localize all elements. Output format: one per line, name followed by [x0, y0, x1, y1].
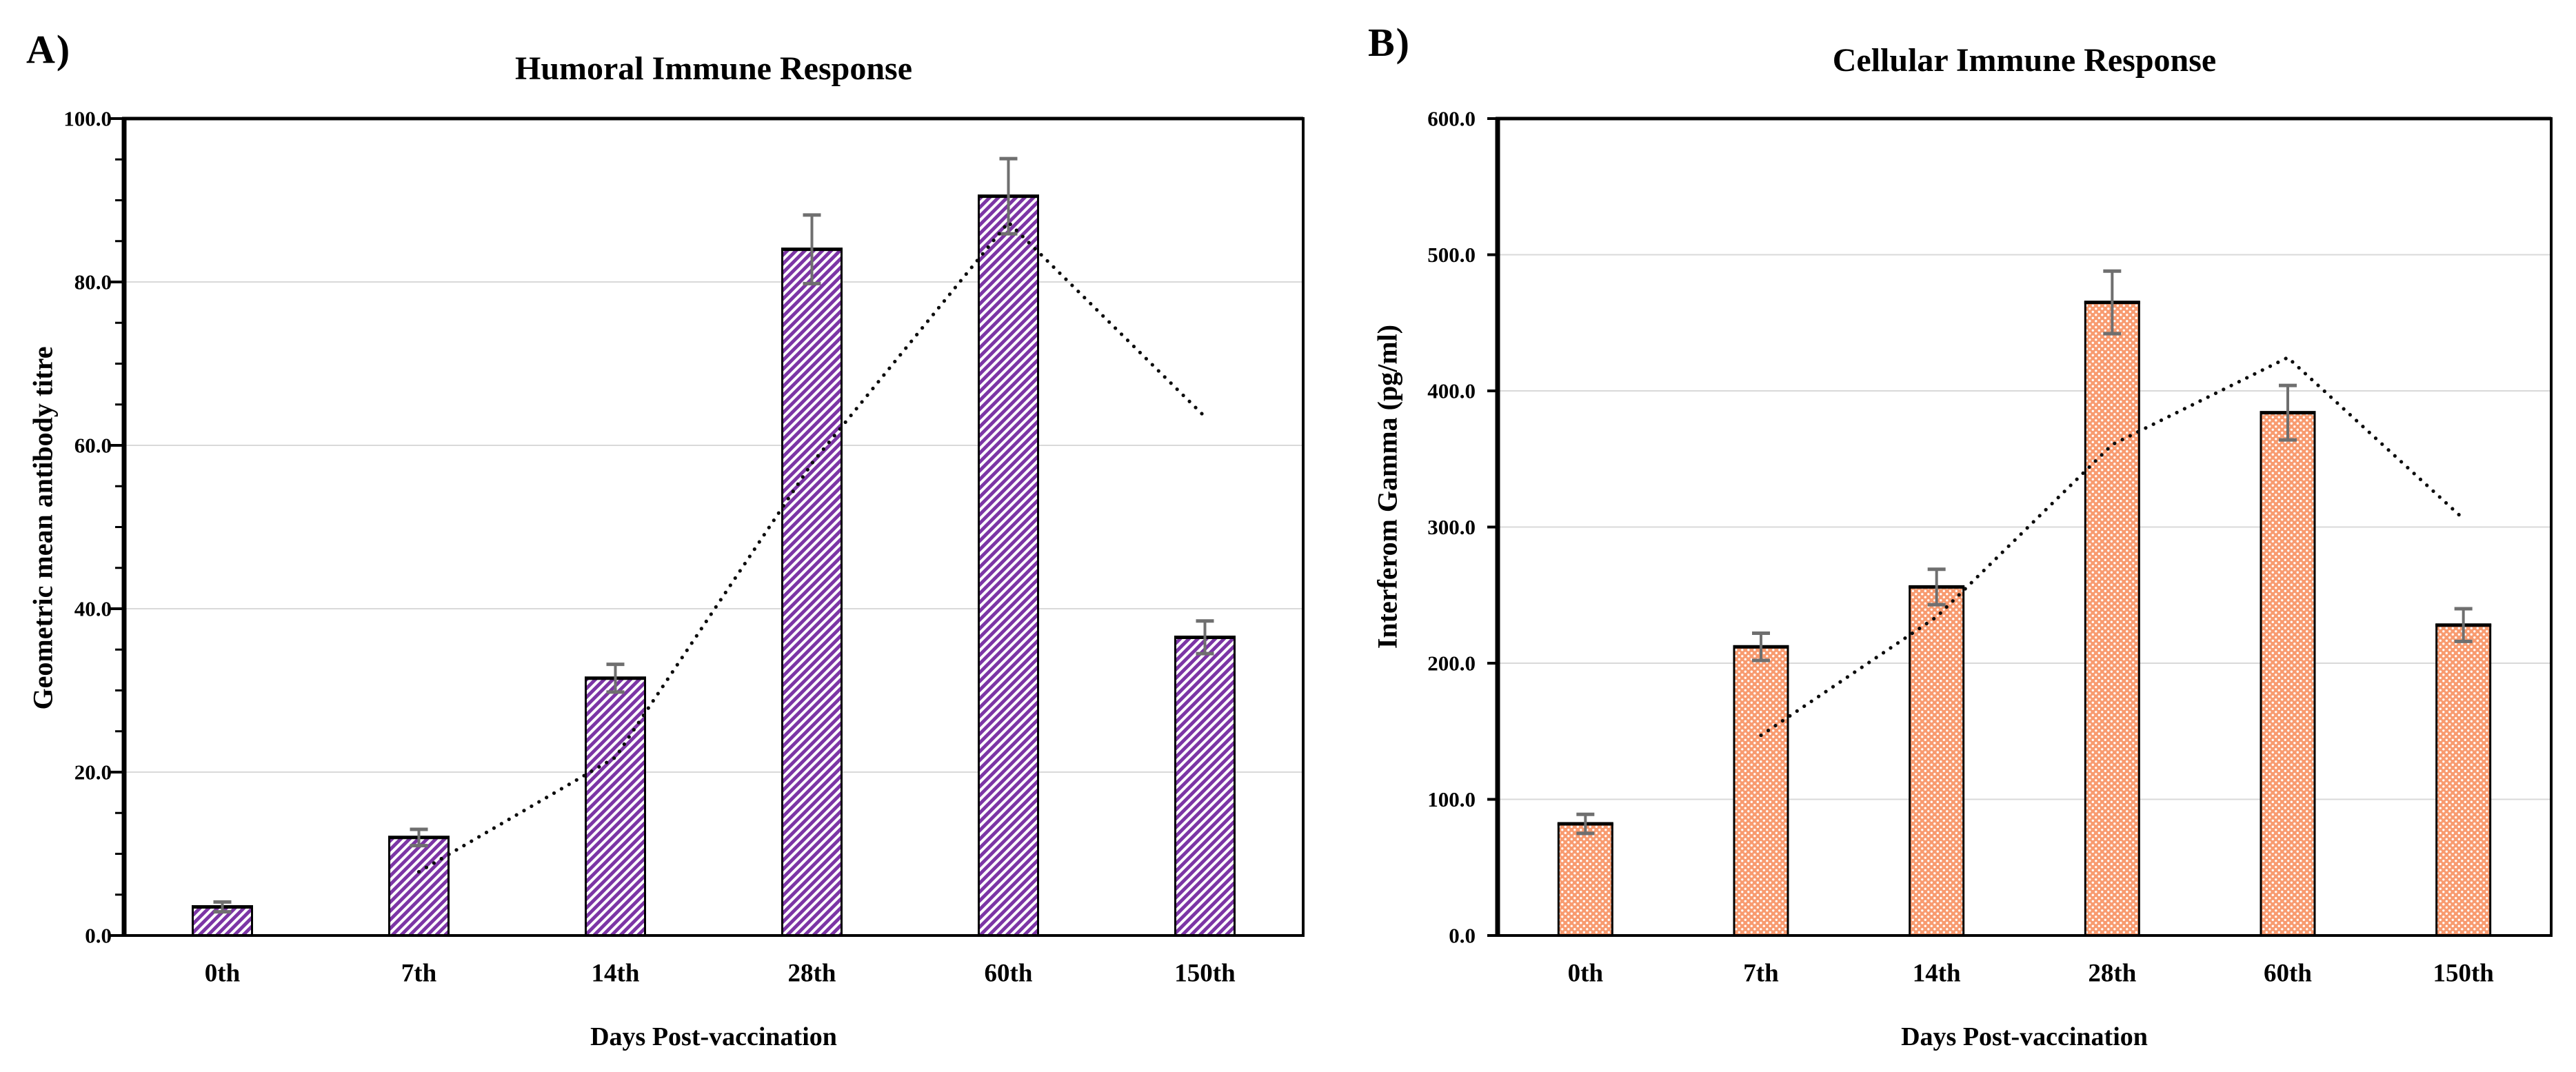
y-tick-label: 0.0 [1449, 924, 1476, 948]
bar-0th [1557, 822, 1613, 937]
x-category-label-14th: 14th [592, 960, 640, 988]
bar-60th [978, 195, 1039, 937]
y-tick-label: 60.0 [74, 434, 112, 458]
panel-label-a: A) [26, 27, 72, 72]
x-category-label-7th: 7th [1743, 960, 1779, 988]
chart-title-cellular: Cellular Immune Response [1832, 42, 2217, 79]
y-tick-label: 40.0 [74, 597, 112, 621]
bar-28th [781, 248, 843, 937]
y-tick-label: 200.0 [1427, 651, 1476, 676]
bar-28th [2084, 301, 2140, 937]
x-axis-title-humoral: Days Post-vaccination [590, 1022, 837, 1051]
y-tick-label: 600.0 [1427, 107, 1476, 131]
x-category-label-28th: 28th [788, 960, 836, 988]
bar-14th [1909, 585, 1965, 937]
y-tick-label: 100.0 [63, 107, 112, 131]
plot-area-humoral: 0.0 20.0 40.0 60.0 80.0 100.0 0th 7th 14th 28th 60… [63, 107, 1305, 988]
x-category-label-14th: 14th [1913, 960, 1961, 988]
y-axis-title-humoral: Geometric mean antibody titre [27, 346, 59, 710]
y-tick-label: 80.0 [74, 270, 112, 294]
x-category-label-150th: 150th [2433, 960, 2494, 988]
trendline-dotted [416, 219, 1207, 874]
x-category-label-60th: 60th [2264, 960, 2312, 988]
bar-150th [1174, 636, 1236, 937]
bar-60th [2260, 412, 2316, 937]
bar-7th [1733, 645, 1789, 937]
plot-background [124, 119, 1303, 936]
bar-150th [2435, 624, 2492, 937]
bar-7th [388, 836, 450, 937]
x-category-label-0th: 0th [1568, 960, 1604, 988]
chart-title-humoral: Humoral Immune Response [514, 50, 913, 87]
plot-area-cellular: 0.0 100.0 200.0 300.0 400.0 500.0 600.0 0th 7th 1… [1427, 107, 2553, 988]
x-category-label-0th: 0th [205, 960, 241, 988]
x-category-label-7th: 7th [401, 960, 437, 988]
y-tick-label: 500.0 [1427, 243, 1476, 267]
panel-label-b: B) [1368, 20, 1411, 65]
x-category-label-60th: 60th [985, 960, 1033, 988]
y-tick-label: 0.0 [85, 924, 112, 948]
x-category-label-28th: 28th [2088, 960, 2136, 988]
y-tick-label: 20.0 [74, 760, 112, 785]
y-tick-label: 100.0 [1427, 787, 1476, 811]
y-tick-label: 400.0 [1427, 379, 1476, 403]
x-category-label-150th: 150th [1174, 960, 1236, 988]
x-axis-title-cellular: Days Post-vaccination [1901, 1022, 2148, 1051]
bar-14th [585, 677, 646, 937]
y-tick-label: 300.0 [1427, 515, 1476, 539]
y-axis-title-cellular: Interferom Gamma (pg/ml) [1371, 324, 1403, 649]
